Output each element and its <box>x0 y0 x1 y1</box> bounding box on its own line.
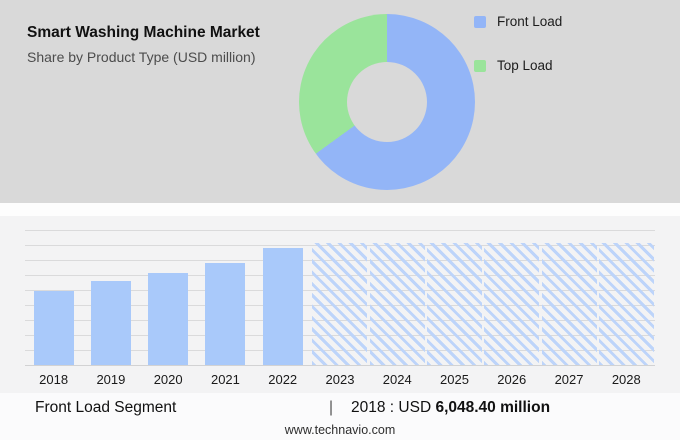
x-axis-labels: 2018 2019 2020 2021 2022 2023 2024 2025 2026 2027… <box>25 372 655 387</box>
donut-chart <box>299 14 475 190</box>
bar-chart-panel: 2018 2019 2020 2021 2022 2023 2024 2025 2026 2027… <box>0 216 680 393</box>
x-tick-2020: 2020 <box>153 372 183 387</box>
legend-item-top-load: Top Load <box>474 58 562 73</box>
donut-hole <box>347 62 427 142</box>
x-tick-2023: 2023 <box>325 372 355 387</box>
x-tick-2027: 2027 <box>554 372 584 387</box>
bar-column-2019 <box>82 230 139 365</box>
bar-2018 <box>33 290 74 365</box>
x-tick-2018: 2018 <box>39 372 69 387</box>
bar-chart-plot <box>25 230 655 366</box>
footer-separator: | <box>328 399 334 416</box>
forecast-bar-2028 <box>598 242 654 365</box>
stat-prefix: 2018 : USD <box>351 399 436 416</box>
bar-column-2022 <box>254 230 311 365</box>
forecast-bar-2023 <box>312 242 368 365</box>
bar-column-2026 <box>483 230 540 365</box>
segment-stat: 2018 : USD 6,048.40 million <box>351 399 645 417</box>
bar-columns <box>25 230 655 365</box>
bar-2020 <box>148 272 189 365</box>
bar-column-2028 <box>598 230 655 365</box>
footer-row: Front Load Segment | 2018 : USD 6,048.40… <box>35 399 645 417</box>
bar-column-2020 <box>140 230 197 365</box>
page-subtitle: Share by Product Type (USD million) <box>27 49 256 65</box>
bar-column-2025 <box>426 230 483 365</box>
header-panel: Smart Washing Machine Market Share by Pr… <box>0 0 680 203</box>
x-tick-2028: 2028 <box>611 372 641 387</box>
footer-panel: Front Load Segment | 2018 : USD 6,048.40… <box>0 393 680 440</box>
legend-item-front-load: Front Load <box>474 14 562 29</box>
x-tick-2025: 2025 <box>440 372 469 387</box>
website-link[interactable]: www.technavio.com <box>284 423 396 437</box>
segment-label: Front Load Segment <box>35 399 177 416</box>
x-tick-2022: 2022 <box>268 372 298 387</box>
bar-2021 <box>205 263 246 365</box>
forecast-bar-2027 <box>541 242 597 365</box>
x-tick-2019: 2019 <box>96 372 126 387</box>
page-title: Smart Washing Machine Market <box>27 24 260 41</box>
x-tick-2024: 2024 <box>382 372 412 387</box>
legend-label: Top Load <box>497 58 553 73</box>
title-block: Smart Washing Machine Market Share by Pr… <box>27 24 260 65</box>
bar-2019 <box>90 281 131 365</box>
x-tick-2021: 2021 <box>210 372 240 387</box>
bar-column-2024 <box>369 230 426 365</box>
x-tick-2026: 2026 <box>497 372 527 387</box>
forecast-bar-2024 <box>369 242 425 365</box>
forecast-bar-2025 <box>426 242 482 365</box>
top-load-swatch-icon <box>474 59 486 72</box>
bar-2022 <box>262 248 303 365</box>
bar-column-2021 <box>197 230 254 365</box>
bar-column-2023 <box>311 230 368 365</box>
stat-value: 6,048.40 million <box>435 399 551 416</box>
forecast-bar-2026 <box>484 242 540 365</box>
chart-legend: Front Load Top Load <box>474 14 562 102</box>
bar-column-2027 <box>540 230 597 365</box>
front-load-swatch-icon <box>474 15 486 28</box>
bar-column-2018 <box>25 230 82 365</box>
legend-label: Front Load <box>497 14 563 29</box>
